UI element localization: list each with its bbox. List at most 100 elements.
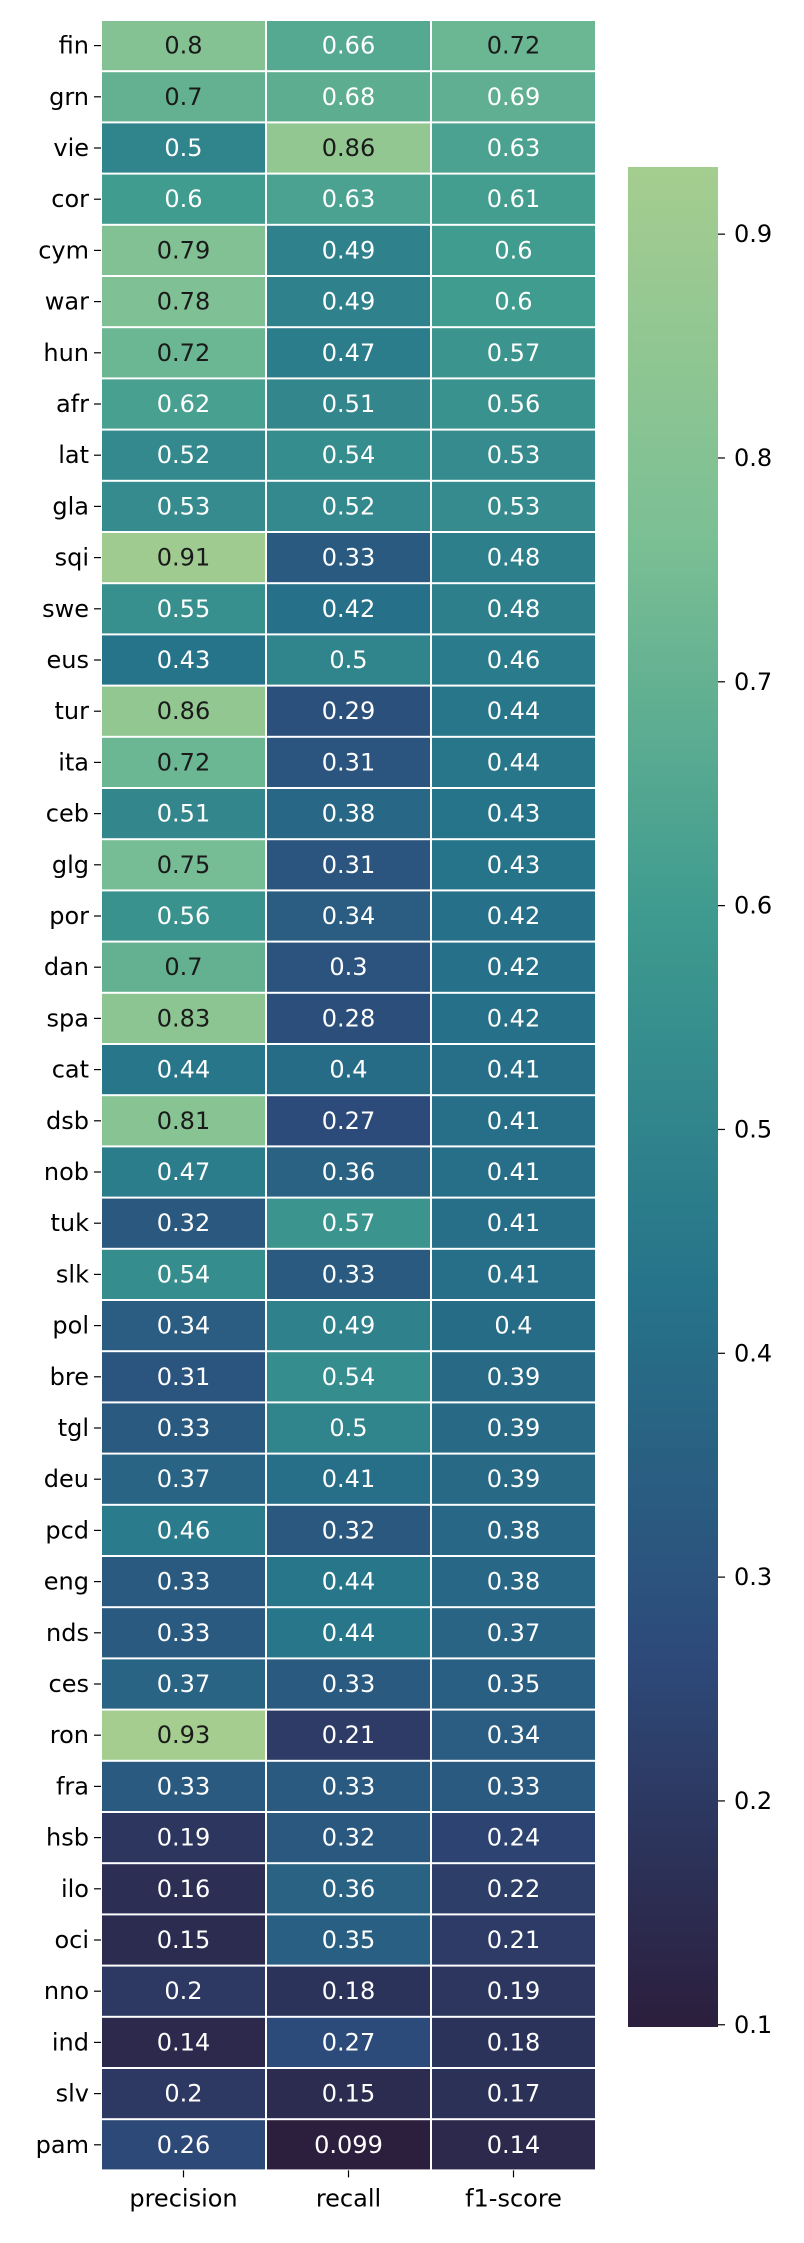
cell-value-label: 0.44 <box>487 748 540 776</box>
heatmap-cell <box>267 686 430 736</box>
cell-value-label: 0.14 <box>157 2028 210 2056</box>
heatmap-cell <box>432 123 595 173</box>
cell-value-label: 0.53 <box>157 492 210 520</box>
cell-value-label: 0.31 <box>157 1363 210 1391</box>
cell-value-label: 0.28 <box>322 1004 375 1032</box>
heatmap-cell <box>432 1301 595 1351</box>
heatmap-cell <box>102 1249 265 1299</box>
row-label: ind <box>52 2028 89 2056</box>
heatmap-cell <box>267 1147 430 1197</box>
heatmap-cell <box>432 1864 595 1914</box>
heatmap-cell <box>102 1966 265 2016</box>
cell-value-label: 0.42 <box>487 953 540 981</box>
row-label: tgl <box>58 1414 89 1442</box>
cell-value-label: 0.83 <box>157 1004 210 1032</box>
cell-value-label: 0.53 <box>487 492 540 520</box>
cell-value-label: 0.15 <box>157 1926 210 1954</box>
column-label: precision <box>129 2184 237 2212</box>
heatmap-cell <box>102 1045 265 1095</box>
cell-value-label: 0.33 <box>157 1568 210 1596</box>
column-label: recall <box>316 2184 381 2212</box>
heatmap-cell <box>102 1659 265 1709</box>
cell-value-label: 0.78 <box>157 288 210 316</box>
cell-value-label: 0.32 <box>322 1824 375 1852</box>
heatmap-cells: 0.8 0.66 0.72 0.7 0.68 0.69 0.5 0.86 0.63 0.6 0.63… <box>102 21 595 2170</box>
heatmap-cell <box>102 225 265 275</box>
cell-value-label: 0.33 <box>322 1670 375 1698</box>
heatmap-cell <box>102 1198 265 1248</box>
cell-value-label: 0.6 <box>494 288 532 316</box>
heatmap-cell <box>432 328 595 378</box>
cell-value-label: 0.19 <box>487 1977 540 2005</box>
cell-value-label: 0.43 <box>487 851 540 879</box>
cell-value-label: 0.79 <box>157 236 210 264</box>
cell-value-label: 0.81 <box>157 1107 210 1135</box>
heatmap-cell <box>102 1608 265 1658</box>
row-label: tur <box>55 697 90 725</box>
heatmap-cell <box>102 789 265 839</box>
heatmap-cell <box>102 1915 265 1965</box>
colorbar-tick-label: 0.1 <box>734 2011 772 2039</box>
cell-value-label: 0.27 <box>322 2028 375 2056</box>
cell-value-label: 0.37 <box>157 1670 210 1698</box>
row-label: swe <box>42 595 89 623</box>
heatmap-cell <box>267 1710 430 1760</box>
row-label: cat <box>52 1056 89 1084</box>
cell-value-label: 0.54 <box>322 1363 375 1391</box>
cell-value-label: 0.33 <box>487 1772 540 1800</box>
heatmap-cell <box>102 2069 265 2119</box>
heatmap-cell <box>267 942 430 992</box>
cell-value-label: 0.44 <box>322 1619 375 1647</box>
heatmap-cell <box>432 277 595 327</box>
row-label: war <box>45 288 89 316</box>
cell-value-label: 0.27 <box>322 1107 375 1135</box>
cell-value-label: 0.33 <box>157 1772 210 1800</box>
heatmap-cell <box>102 891 265 941</box>
row-label: pcd <box>45 1516 89 1544</box>
cell-value-label: 0.39 <box>487 1414 540 1442</box>
heatmap-cell <box>432 1096 595 1146</box>
heatmap-cell <box>432 2069 595 2119</box>
cell-value-label: 0.52 <box>157 441 210 469</box>
cell-value-label: 0.54 <box>322 441 375 469</box>
row-label: cor <box>51 185 89 213</box>
cell-value-label: 0.41 <box>322 1465 375 1493</box>
heatmap-cell <box>432 1045 595 1095</box>
cell-value-label: 0.17 <box>487 2080 540 2108</box>
row-label: gla <box>52 492 89 520</box>
cell-value-label: 0.39 <box>487 1363 540 1391</box>
heatmap-cell <box>267 1352 430 1402</box>
heatmap-cell <box>267 225 430 275</box>
heatmap-cell <box>432 1915 595 1965</box>
cell-value-label: 0.38 <box>487 1516 540 1544</box>
heatmap-cell <box>432 1198 595 1248</box>
heatmap-cell <box>432 1505 595 1555</box>
heatmap-cell <box>102 584 265 634</box>
heatmap-cell <box>102 21 265 71</box>
cell-value-label: 0.31 <box>322 851 375 879</box>
colorbar-tick-label: 0.3 <box>734 1563 772 1591</box>
cell-value-label: 0.18 <box>322 1977 375 2005</box>
colorbar-tick-label: 0.4 <box>734 1339 772 1367</box>
cell-value-label: 0.49 <box>322 1312 375 1340</box>
cell-value-label: 0.26 <box>157 2131 210 2159</box>
heatmap-cell <box>267 481 430 531</box>
heatmap-cell <box>102 1454 265 1504</box>
heatmap-cell <box>267 174 430 224</box>
cell-value-label: 0.86 <box>322 134 375 162</box>
heatmap-cell <box>267 1557 430 1607</box>
row-label: hsb <box>46 1824 89 1852</box>
heatmap-cell <box>267 1813 430 1863</box>
cell-value-label: 0.4 <box>329 1056 367 1084</box>
heatmap-cell <box>102 686 265 736</box>
heatmap-cell <box>267 533 430 583</box>
cell-value-label: 0.38 <box>322 800 375 828</box>
heatmap-cell <box>267 737 430 787</box>
cell-value-label: 0.29 <box>322 697 375 725</box>
heatmap-cell <box>267 1045 430 1095</box>
heatmap-cell <box>102 1147 265 1197</box>
heatmap-cell <box>267 1659 430 1709</box>
cell-value-label: 0.56 <box>487 390 540 418</box>
cell-value-label: 0.49 <box>322 288 375 316</box>
heatmap-cell <box>267 123 430 173</box>
